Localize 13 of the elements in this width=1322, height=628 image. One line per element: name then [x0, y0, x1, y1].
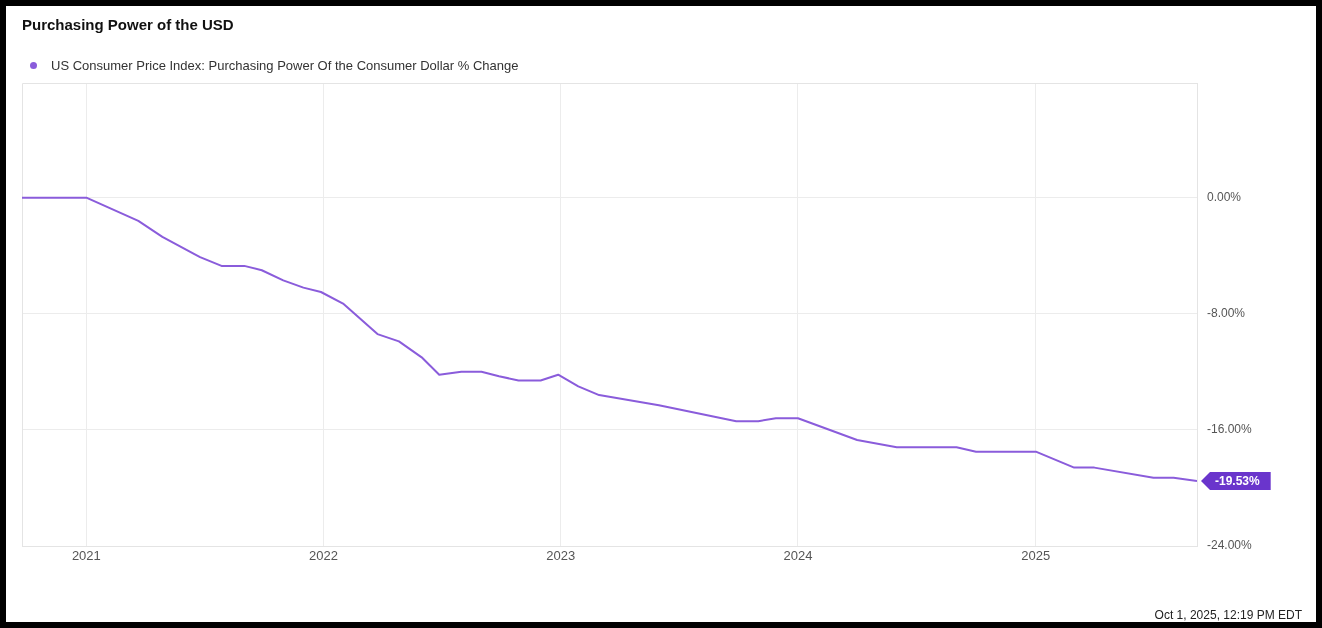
x-tick-label: 2022 — [309, 548, 339, 564]
legend-label: US Consumer Price Index: Purchasing Power Of the Consumer Dollar % Change — [51, 58, 519, 73]
x-tick-label: 2023 — [546, 548, 576, 564]
y-tick-label: -24.00% — [1207, 538, 1253, 553]
text: Oct 1, 2025, 12:19 PM EDT — [1154, 608, 1302, 622]
y-tick-label: -8.00% — [1207, 306, 1246, 321]
x-tick-label: 2025 — [1021, 548, 1051, 564]
x-tick-label: 2024 — [783, 548, 813, 564]
x-tick-label: 2021 — [71, 548, 101, 564]
y-tick-label: -16.00% — [1207, 422, 1253, 437]
y-tick-label: 0.00% — [1207, 189, 1242, 204]
chart-title: Purchasing Power of the USD — [22, 16, 234, 33]
data-label: -19.53% — [1215, 474, 1261, 489]
